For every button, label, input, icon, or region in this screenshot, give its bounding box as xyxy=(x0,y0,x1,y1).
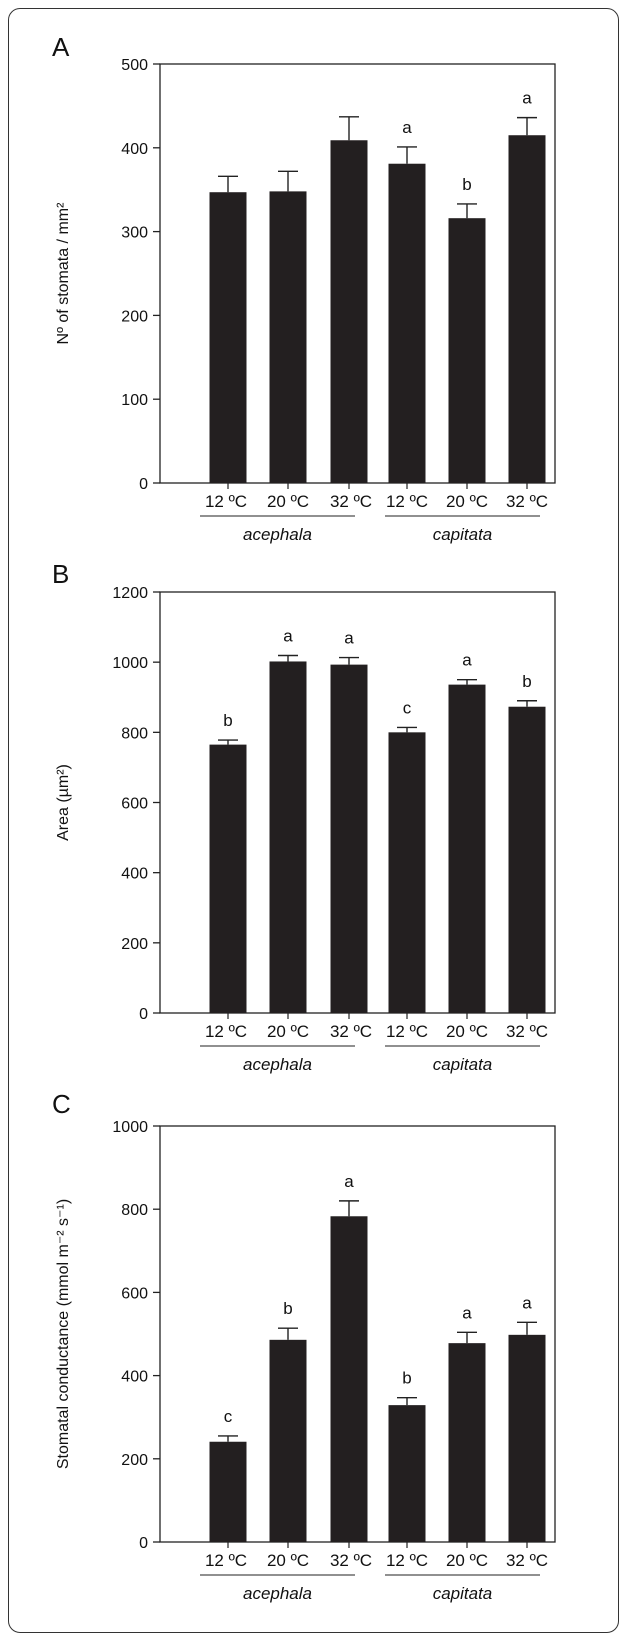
bar xyxy=(269,661,307,1013)
y-axis-label: Nº of stomata / mm² xyxy=(55,202,72,345)
y-axis-label: Stomatal conductance (mmol m⁻² s⁻¹) xyxy=(55,1199,72,1469)
x-category-label: 12 ºC xyxy=(205,1022,247,1041)
group-label: acephala xyxy=(243,1055,312,1074)
x-category-label: 12 ºC xyxy=(205,492,247,511)
bar xyxy=(330,1216,368,1542)
significance-letter: a xyxy=(522,89,532,108)
y-tick-label: 800 xyxy=(121,1202,148,1219)
x-category-label: 12 ºC xyxy=(205,1551,247,1570)
bar xyxy=(330,140,368,483)
significance-letter: a xyxy=(522,1293,532,1312)
x-category-label: 20 ºC xyxy=(267,1551,309,1570)
chart-panel-c: C 0 200 400 600 800 1000 Stomatal conductance (… xyxy=(52,1089,556,1603)
y-tick-label: 0 xyxy=(139,1006,148,1023)
bar xyxy=(388,1405,426,1542)
bar xyxy=(508,706,546,1013)
group-label: acephala xyxy=(243,525,312,544)
significance-letter: b xyxy=(223,711,232,730)
panel-letter: A xyxy=(52,32,70,62)
bar xyxy=(508,1334,546,1542)
group-label: capitata xyxy=(433,1584,493,1603)
x-category-label: 32 ºC xyxy=(506,1551,548,1570)
x-category-label: 32 ºC xyxy=(330,1551,372,1570)
significance-letter: b xyxy=(283,1299,292,1318)
y-tick-label: 0 xyxy=(139,476,148,493)
bar xyxy=(269,191,307,483)
x-category-label: 12 ºC xyxy=(386,492,428,511)
significance-letter: a xyxy=(402,118,412,137)
x-category-label: 20 ºC xyxy=(267,1022,309,1041)
significance-letter: b xyxy=(522,672,531,691)
group-label: capitata xyxy=(433,525,493,544)
y-tick-label: 400 xyxy=(121,141,148,158)
x-category-label: 20 ºC xyxy=(446,1551,488,1570)
significance-letter: b xyxy=(402,1369,411,1388)
y-tick-label: 400 xyxy=(121,1369,148,1386)
x-category-label: 12 ºC xyxy=(386,1551,428,1570)
bar xyxy=(448,684,486,1013)
y-tick-label: 200 xyxy=(121,308,148,325)
bar xyxy=(388,163,426,484)
bar xyxy=(508,135,546,484)
significance-letter: a xyxy=(344,629,354,648)
y-tick-label: 200 xyxy=(121,936,148,953)
y-tick-label: 1200 xyxy=(112,585,148,602)
y-tick-label: 800 xyxy=(121,725,148,742)
significance-letter: a xyxy=(283,627,293,646)
y-tick-label: 1000 xyxy=(112,1119,148,1136)
x-category-label: 12 ºC xyxy=(386,1022,428,1041)
y-tick-label: 600 xyxy=(121,796,148,813)
bar xyxy=(209,192,247,484)
group-label: capitata xyxy=(433,1055,493,1074)
x-category-label: 32 ºC xyxy=(330,492,372,511)
y-tick-label: 400 xyxy=(121,866,148,883)
bar xyxy=(388,732,426,1013)
x-category-label: 32 ºC xyxy=(506,492,548,511)
panel-letter: C xyxy=(52,1089,71,1119)
x-category-label: 32 ºC xyxy=(330,1022,372,1041)
y-tick-label: 300 xyxy=(121,225,148,242)
bar xyxy=(269,1339,307,1542)
significance-letter: c xyxy=(403,698,412,717)
bar xyxy=(209,744,247,1013)
x-category-label: 20 ºC xyxy=(446,1022,488,1041)
y-tick-label: 600 xyxy=(121,1285,148,1302)
significance-letter: a xyxy=(462,651,472,670)
x-category-label: 20 ºC xyxy=(446,492,488,511)
bar xyxy=(330,664,368,1013)
significance-letter: a xyxy=(462,1303,472,1322)
chart-panel-b: B 0 200 400 600 800 1000 1200 Area (µm²) b a a c a b 12… xyxy=(52,559,556,1074)
y-tick-label: 1000 xyxy=(112,655,148,672)
x-category-label: 32 ºC xyxy=(506,1022,548,1041)
bar xyxy=(448,1343,486,1542)
significance-letter: b xyxy=(462,175,471,194)
chart-panel-a: A 0 100 200 300 400 500 Nº of stomata / mm² a b a 1… xyxy=(52,32,556,544)
y-tick-label: 500 xyxy=(121,57,148,74)
group-label: acephala xyxy=(243,1584,312,1603)
panel-letter: B xyxy=(52,559,69,589)
significance-letter: c xyxy=(224,1407,233,1426)
y-axis-label: Area (µm²) xyxy=(55,764,72,841)
y-tick-label: 200 xyxy=(121,1452,148,1469)
bar xyxy=(448,218,486,483)
y-tick-label: 100 xyxy=(121,392,148,409)
y-tick-label: 0 xyxy=(139,1535,148,1552)
significance-letter: a xyxy=(344,1172,354,1191)
x-category-label: 20 ºC xyxy=(267,492,309,511)
bar xyxy=(209,1441,247,1542)
